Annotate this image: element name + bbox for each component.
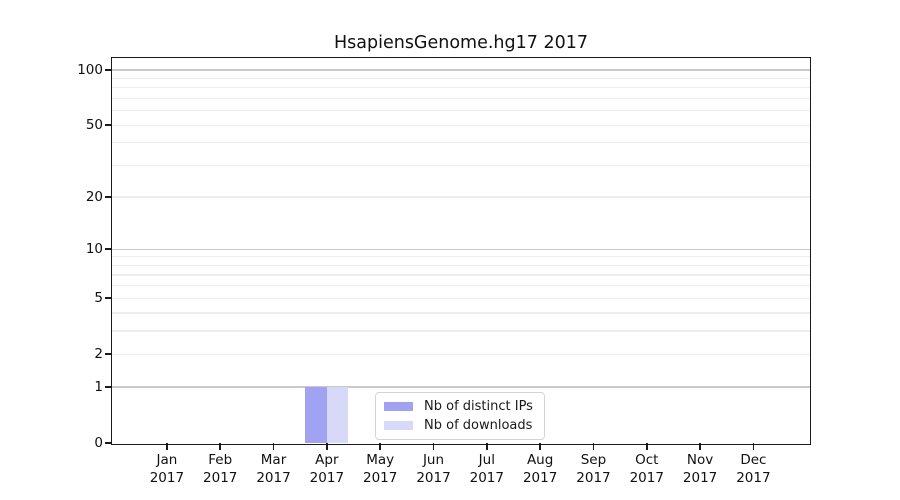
y-gridline-9 — [112, 256, 810, 258]
y-tick-label-0: 0 — [94, 435, 103, 451]
chart-title: HsapiensGenome.hg17 2017 — [333, 33, 588, 53]
y-tick-label-10: 10 — [85, 241, 103, 258]
y-gridline-70 — [112, 97, 810, 100]
x-tick-sep — [592, 443, 595, 450]
x-tick-label-jun: Jun 2017 — [416, 452, 451, 486]
x-tick-mar — [272, 443, 275, 450]
y-tick-label-50: 50 — [85, 117, 103, 134]
y-tick-2 — [104, 353, 112, 355]
y-gridline-80 — [112, 87, 810, 89]
x-tick-label-mar: Mar 2017 — [256, 452, 291, 486]
y-gridline-6 — [112, 285, 810, 287]
x-tick-oct — [646, 443, 648, 450]
x-tick-label-may: May 2017 — [362, 452, 398, 486]
y-tick-10 — [104, 248, 112, 250]
x-tick-label-nov: Nov 2017 — [682, 452, 718, 486]
y-gridline-40 — [112, 142, 810, 144]
x-tick-label-sep: Sep 2017 — [576, 452, 611, 486]
x-tick-label-feb: Feb 2017 — [203, 452, 238, 486]
y-tick-20 — [104, 196, 112, 198]
x-tick-label-jan: Jan 2017 — [149, 452, 185, 486]
legend-item-distinct-ips: Nb of distinct IPs — [384, 399, 533, 414]
x-tick-aug — [539, 443, 541, 450]
x-tick-label-apr: Apr 2017 — [309, 452, 345, 486]
plot-area — [111, 57, 811, 445]
legend-swatch-downloads — [384, 420, 413, 431]
y-tick-label-1: 1 — [94, 378, 103, 395]
y-tick-0 — [104, 442, 112, 444]
bar-nb-of-distinct-ips-apr — [305, 386, 327, 443]
x-tick-may — [379, 443, 381, 450]
y-gridline-1 — [112, 386, 810, 388]
y-tick-100 — [104, 69, 112, 71]
legend-item-downloads: Nb of downloads — [384, 418, 533, 433]
y-gridline-30 — [112, 164, 810, 167]
x-tick-label-aug: Aug 2017 — [522, 452, 558, 486]
legend-label-distinct-ips: Nb of distinct IPs — [424, 399, 533, 414]
x-tick-nov — [699, 443, 701, 450]
y-gridline-60 — [112, 110, 810, 112]
x-tick-jul — [486, 443, 488, 450]
x-tick-label-oct: Oct 2017 — [629, 452, 664, 486]
y-gridline-20 — [112, 196, 810, 198]
y-gridline-4 — [112, 312, 810, 314]
y-gridline-10 — [112, 248, 810, 250]
y-gridline-2 — [112, 353, 810, 355]
legend-label-downloads: Nb of downloads — [424, 418, 533, 433]
x-tick-label-dec: Dec 2017 — [736, 452, 771, 486]
legend-swatch-distinct-ips — [384, 401, 413, 412]
x-tick-dec — [752, 443, 755, 450]
bar-nb-of-downloads-apr — [326, 386, 349, 443]
x-tick-feb — [219, 443, 221, 450]
y-tick-label-5: 5 — [94, 290, 103, 307]
y-gridline-8 — [112, 264, 810, 266]
y-gridline-3 — [112, 330, 810, 332]
y-gridline-50 — [112, 124, 810, 126]
y-tick-1 — [104, 386, 112, 388]
y-tick-label-20: 20 — [85, 188, 103, 205]
y-tick-50 — [104, 124, 112, 126]
y-tick-label-100: 100 — [77, 62, 103, 78]
y-tick-label-2: 2 — [94, 346, 103, 363]
x-tick-jan — [166, 443, 168, 450]
y-gridline-5 — [112, 297, 810, 299]
x-tick-apr — [326, 443, 328, 450]
x-tick-label-jul: Jul 2017 — [469, 452, 504, 486]
legend: Nb of distinct IPs Nb of downloads — [375, 392, 545, 440]
y-gridline-7 — [112, 274, 810, 276]
x-tick-jun — [432, 443, 435, 450]
y-gridline-90 — [112, 77, 810, 79]
y-gridline-100 — [112, 69, 810, 71]
y-tick-5 — [104, 297, 112, 299]
